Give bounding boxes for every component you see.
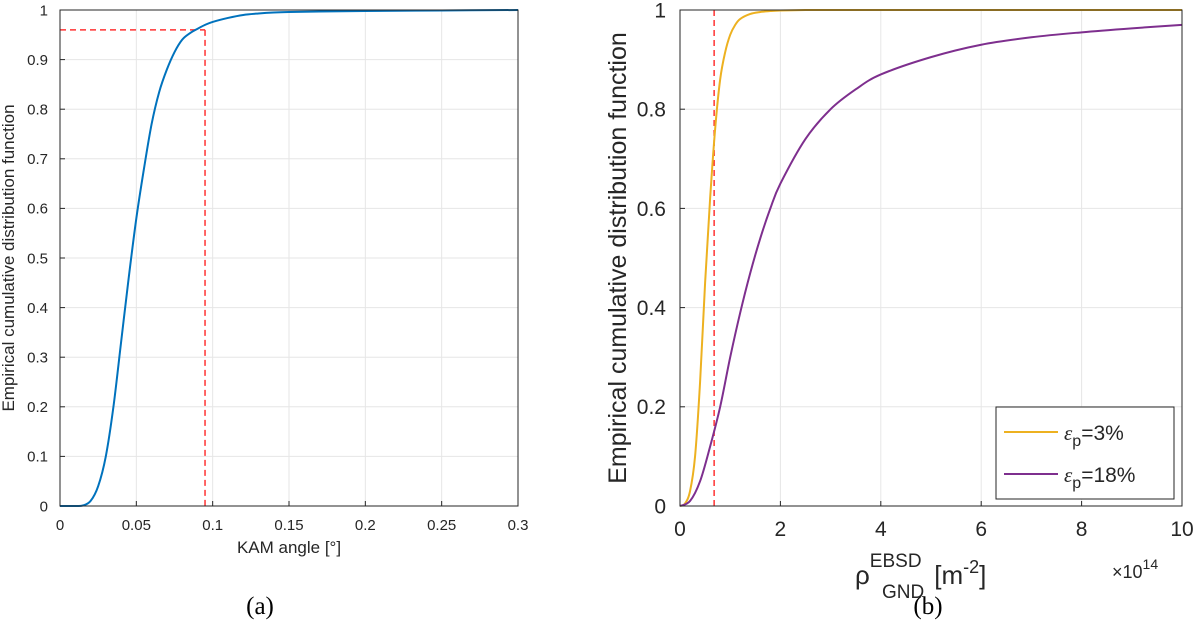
y-tick-label: 0.6 [637,198,666,221]
y-tick-label: 0 [654,495,666,518]
legend-entry: εp=3% [1004,421,1124,450]
y-tick-label: 0.5 [27,250,48,267]
x-label-unit: [m [934,560,963,590]
y-tick-label: 0.2 [27,399,48,416]
series-line-0 [59,9,519,508]
x-label-base: ρ [855,560,870,590]
x-ticks-a: 0 0.05 0.1 0.15 0.2 0.25 0.3 [56,501,529,534]
panel-caption-a: (a) [246,593,274,620]
y-tick-label: 1 [40,2,48,19]
x-tick-label: 8 [1076,518,1088,541]
y-ticks-a: 0 0.1 0.2 0.3 0.4 0.5 0.6 0.7 0.8 0.9 1 [27,2,65,515]
y-tick-label: 0.2 [637,396,666,419]
y-tick-label: 1 [654,0,666,22]
legend-b: εp=3% εp=18% [995,406,1175,500]
panel-caption-b: (b) [913,593,942,620]
y-tick-label: 0.7 [27,151,48,168]
y-axis-label-a: Empirical cumulative distribution functi… [0,104,18,411]
x-tick-label: 0.05 [122,517,151,534]
x-axis-label-b: ρEBSD GND [m-2] [855,551,986,603]
x-tick-label: 2 [775,518,787,541]
y-tick-label: 0.1 [27,449,48,466]
panel-b: 0 2 4 6 8 10 0 0.2 0.4 0.6 0.8 1 ρEBSD GND [m-2] ×10… [604,0,1194,620]
legend-label: εp=18% [1064,463,1135,492]
x-label-unit-close: ] [979,560,986,590]
reference-lines-a [60,29,206,506]
legend-box [995,406,1175,500]
x-tick-label: 10 [1170,518,1193,541]
x-tick-label: 0.25 [427,517,456,534]
x-label-unit-exp: -2 [963,557,979,577]
y-ticks-b: 0 0.2 0.4 0.6 0.8 1 [637,0,685,518]
x-tick-label: 0 [674,518,686,541]
x-tick-label: 4 [875,518,887,541]
y-tick-label: 0 [40,498,48,515]
y-tick-label: 0.4 [27,300,48,317]
panel-a: 0 0.05 0.1 0.15 0.2 0.25 0.3 00.10.20.30.40.50… [0,2,528,620]
y-tick-label: 0.9 [27,52,48,69]
x-tick-label: 0.15 [274,517,303,534]
x-axis-label-a: KAM angle [°] [237,538,341,557]
x-tick-label: 0.1 [202,517,223,534]
x-label-sup: EBSD [870,551,922,572]
x-tick-label: 0.2 [355,517,376,534]
series-line-1 [679,23,1183,507]
x-tick-label: 0.3 [508,517,529,534]
y-axis-label-b: Empirical cumulative distribution functi… [604,32,632,484]
y-tick-label: 0.8 [27,101,48,118]
y-tick-label: 0.3 [27,349,48,366]
axes-box-b [679,9,1183,507]
legend-entry: εp=18% [1004,463,1135,492]
y-tick-label: 0.4 [637,297,667,320]
series-a [59,9,519,508]
x-tick-label: 6 [975,518,987,541]
x-label-sub: GND [882,582,924,603]
x-multiplier-base: ×10 [1112,562,1143,582]
y-tick-label: 0.8 [637,99,666,122]
x-multiplier-b: ×1014 [1112,556,1158,582]
legend-label: εp=3% [1064,421,1124,450]
x-tick-label: 0 [56,517,64,534]
x-ticks-b: 0 2 4 6 8 10 [674,501,1194,541]
y-tick-label: 0.6 [27,201,48,218]
x-multiplier-exp: 14 [1143,556,1159,572]
